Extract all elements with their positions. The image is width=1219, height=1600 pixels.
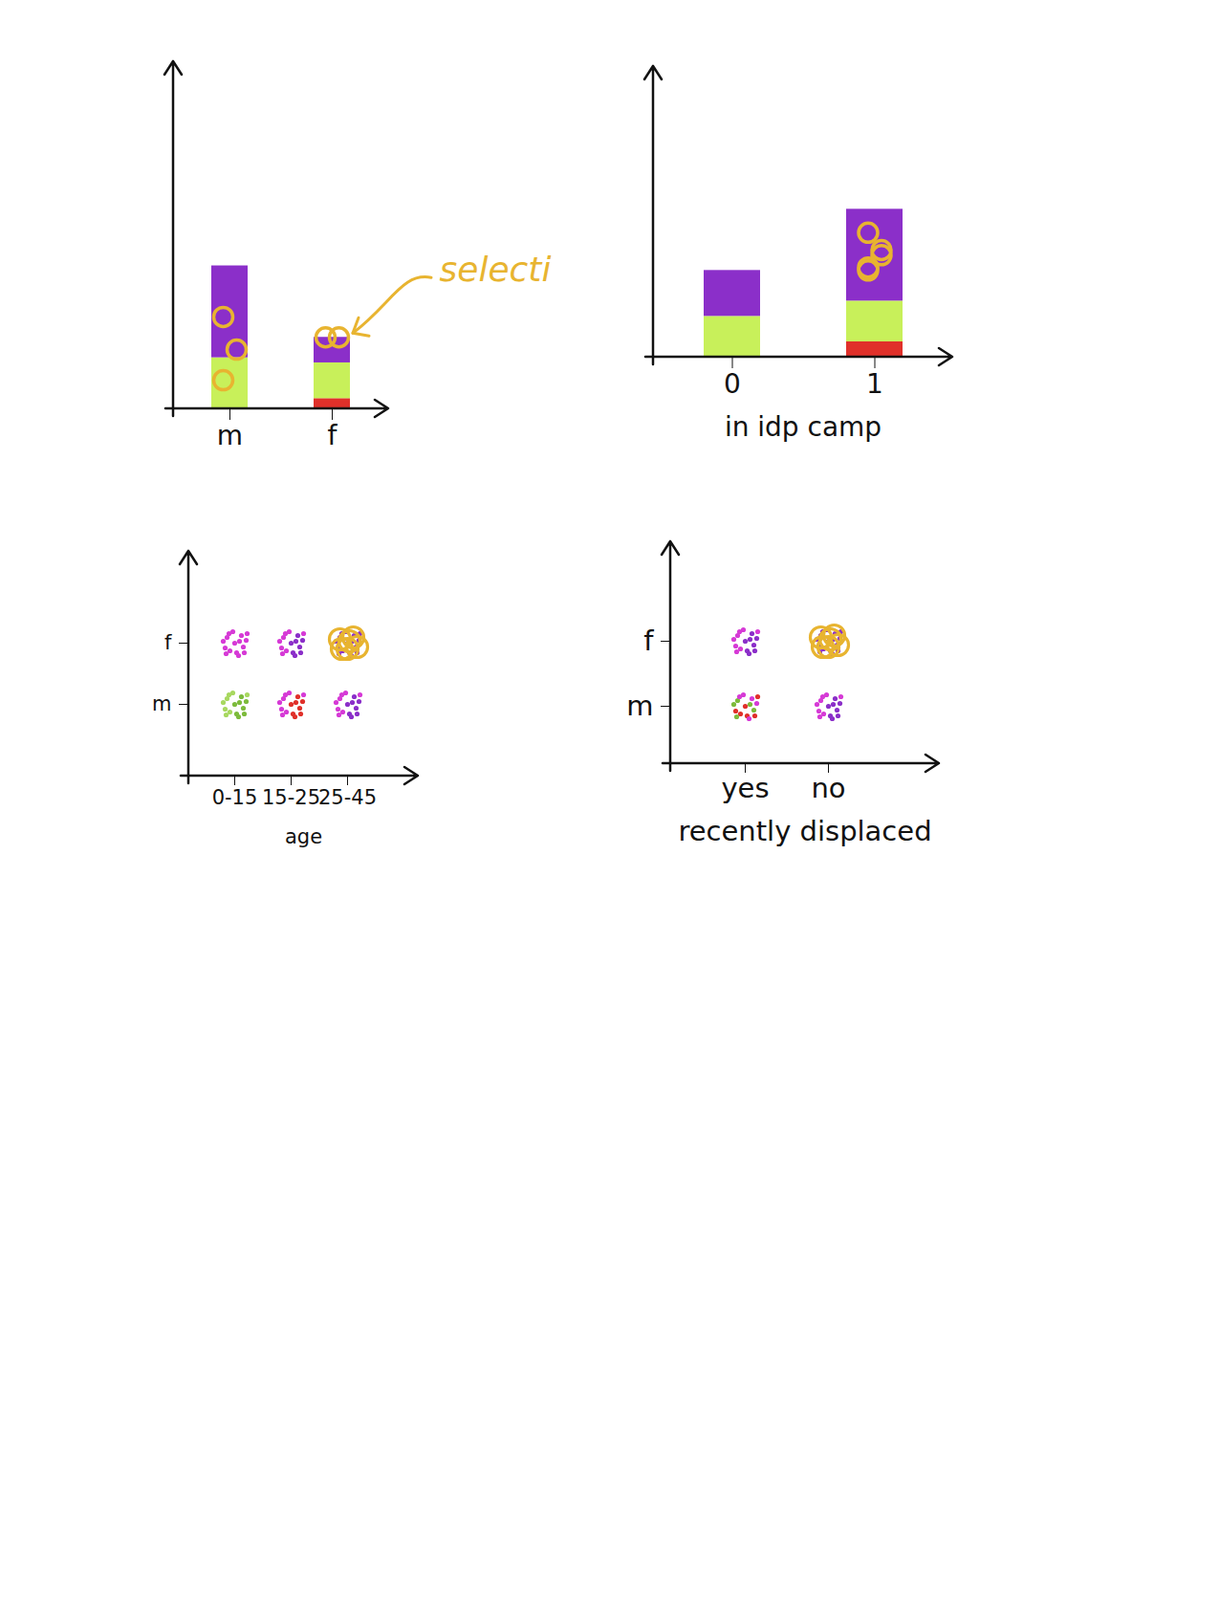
svg-text:0-15: 0-15 <box>212 785 259 809</box>
svg-text:f: f <box>164 631 173 654</box>
svg-text:selecti: selecti <box>439 249 552 289</box>
svg-text:recently displaced: recently displaced <box>677 814 932 848</box>
svg-text:m: m <box>626 689 654 722</box>
svg-text:m: m <box>217 419 243 452</box>
svg-text:age: age <box>284 825 323 849</box>
svg-text:no: no <box>810 771 846 805</box>
svg-text:f: f <box>327 419 339 452</box>
svg-text:0: 0 <box>723 368 741 400</box>
svg-text:in idp camp: in idp camp <box>724 411 882 443</box>
svg-text:15-25: 15-25 <box>261 785 321 809</box>
svg-text:1: 1 <box>866 368 884 400</box>
svg-text:m: m <box>152 692 172 716</box>
svg-text:yes: yes <box>720 771 769 805</box>
svg-text:f: f <box>643 624 654 657</box>
svg-text:25-45: 25-45 <box>318 785 377 809</box>
